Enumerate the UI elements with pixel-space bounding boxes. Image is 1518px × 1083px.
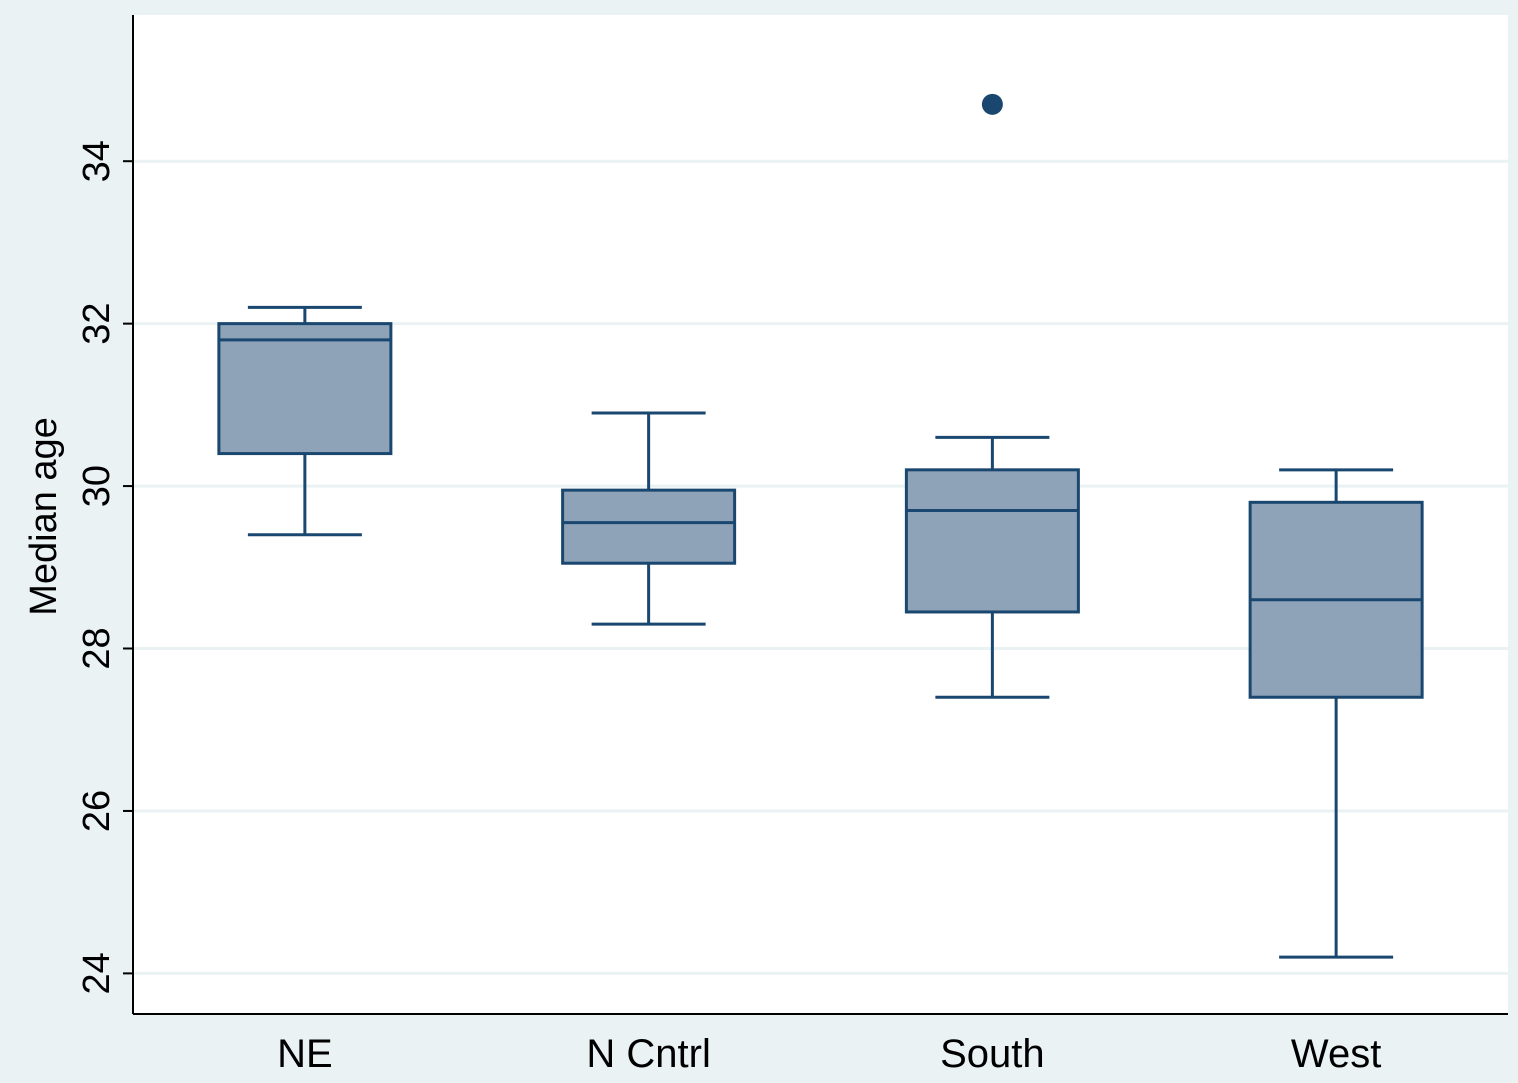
box-south (904, 93, 1080, 699)
y-tick-label: 28 (76, 627, 118, 669)
y-tick-label: 34 (76, 140, 118, 182)
boxes (217, 93, 1424, 959)
box-n-cntrl (561, 411, 737, 626)
x-tick-label: NE (277, 1032, 333, 1076)
y-tick-label: 24 (76, 952, 118, 994)
x-tick-label: N Cntrl (586, 1032, 710, 1076)
outlier-point (981, 93, 1003, 115)
y-tick-label: 26 (76, 790, 118, 832)
iqr-box (561, 488, 737, 565)
iqr-box (904, 468, 1080, 614)
axes: 24 26 28 30 32 34 NE N Cntrl South West (76, 15, 1508, 1076)
y-tick-label: 30 (76, 465, 118, 507)
x-tick-label: South (940, 1032, 1045, 1076)
y-tick-label: 32 (76, 302, 118, 344)
box-ne (217, 305, 393, 537)
x-tick-label: West (1291, 1032, 1381, 1076)
y-axis-title: Median age (23, 417, 65, 616)
box-west (1248, 468, 1424, 959)
iqr-box (217, 322, 393, 456)
